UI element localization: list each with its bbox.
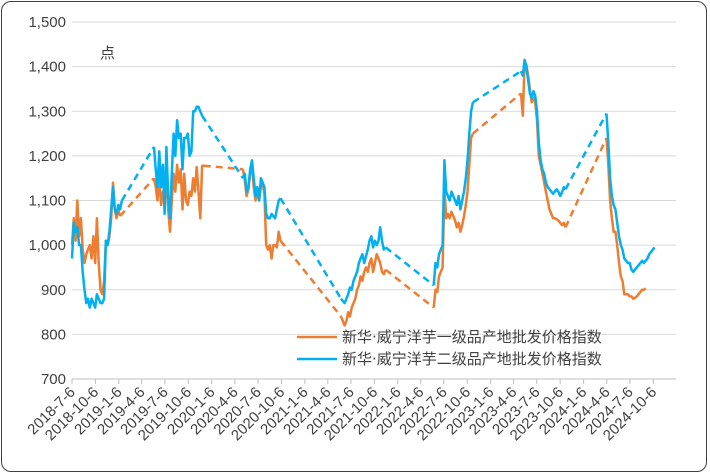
- series-1: [70, 60, 647, 327]
- y-tick-label: 1,200: [28, 148, 66, 165]
- y-tick-label: 1,300: [28, 103, 66, 120]
- y-tick-label: 1,400: [28, 59, 66, 76]
- x-axis-ticks: 2018-7-62018-10-62019-1-62019-4-62019-7-…: [24, 379, 660, 444]
- series-line: [70, 58, 656, 309]
- y-axis-ticks: 700 800 900 1,000 1,100 1,200 1,300 1,400 1,500: [28, 14, 66, 388]
- y-tick-label: 800: [41, 326, 66, 343]
- series-gap-line: [120, 70, 608, 300]
- series-2: [70, 58, 656, 309]
- series-line: [70, 60, 647, 327]
- legend-label: 新华·威宁洋芋二级品产地批发价格指数: [342, 350, 602, 368]
- y-tick-label: 1,500: [28, 14, 66, 31]
- legend-label: 新华·威宁洋芋一级品产地批发价格指数: [342, 328, 602, 346]
- unit-label: 点: [100, 44, 115, 62]
- y-tick-label: 1,100: [28, 193, 66, 210]
- y-tick-label: 900: [41, 282, 66, 299]
- y-tick-label: 700: [41, 371, 66, 388]
- series-gap-line: [119, 92, 608, 318]
- y-tick-label: 1,000: [28, 237, 66, 254]
- series-layer: [70, 58, 656, 327]
